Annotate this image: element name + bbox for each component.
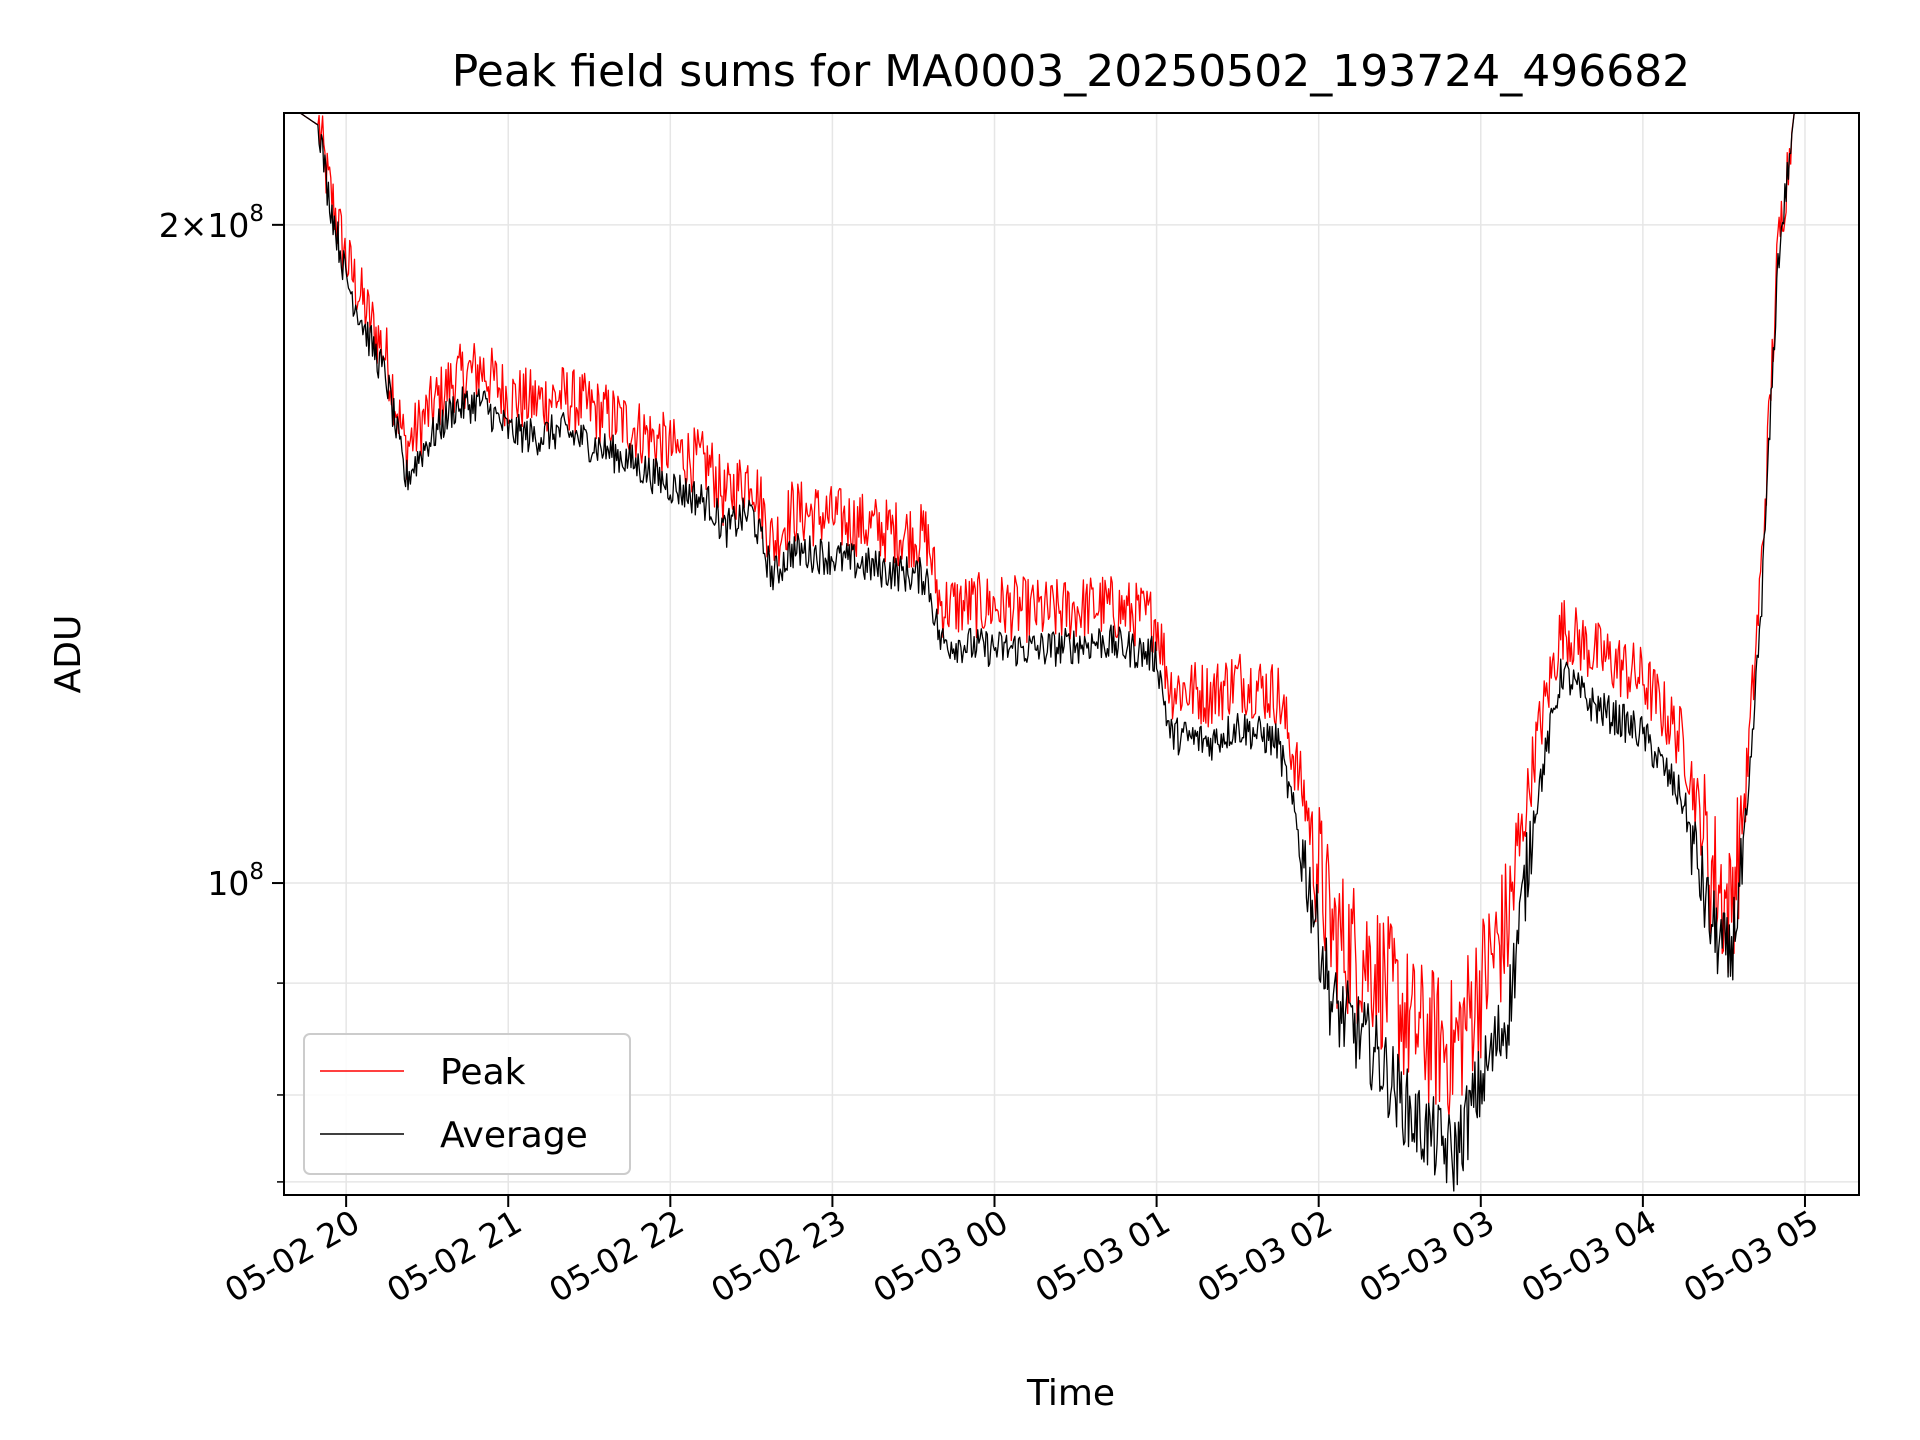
plot-frame — [283, 112, 1860, 1196]
series-line-peak — [299, 113, 1859, 1118]
x-axis-label: Time — [1026, 1373, 1115, 1414]
grid — [284, 113, 1859, 1195]
y-tick-label: 108 — [207, 859, 264, 903]
chart-title: Peak field sums for MA0003_20250502_1937… — [452, 46, 1690, 97]
legend-box — [303, 1033, 631, 1175]
legend-label-peak: Peak — [440, 1052, 526, 1093]
series-layer — [299, 113, 1859, 1192]
y-tick-exponent: 8 — [249, 201, 264, 227]
legend-label-average: Average — [440, 1115, 588, 1156]
legend: Peak Average — [303, 1033, 631, 1175]
y-tick-label: 2×108 — [159, 201, 264, 245]
y-axis: 108 2×108 — [159, 201, 284, 1183]
y-axis-label: ADU — [48, 615, 89, 694]
y-tick-exponent: 8 — [249, 859, 264, 885]
series-line-average — [299, 113, 1859, 1192]
